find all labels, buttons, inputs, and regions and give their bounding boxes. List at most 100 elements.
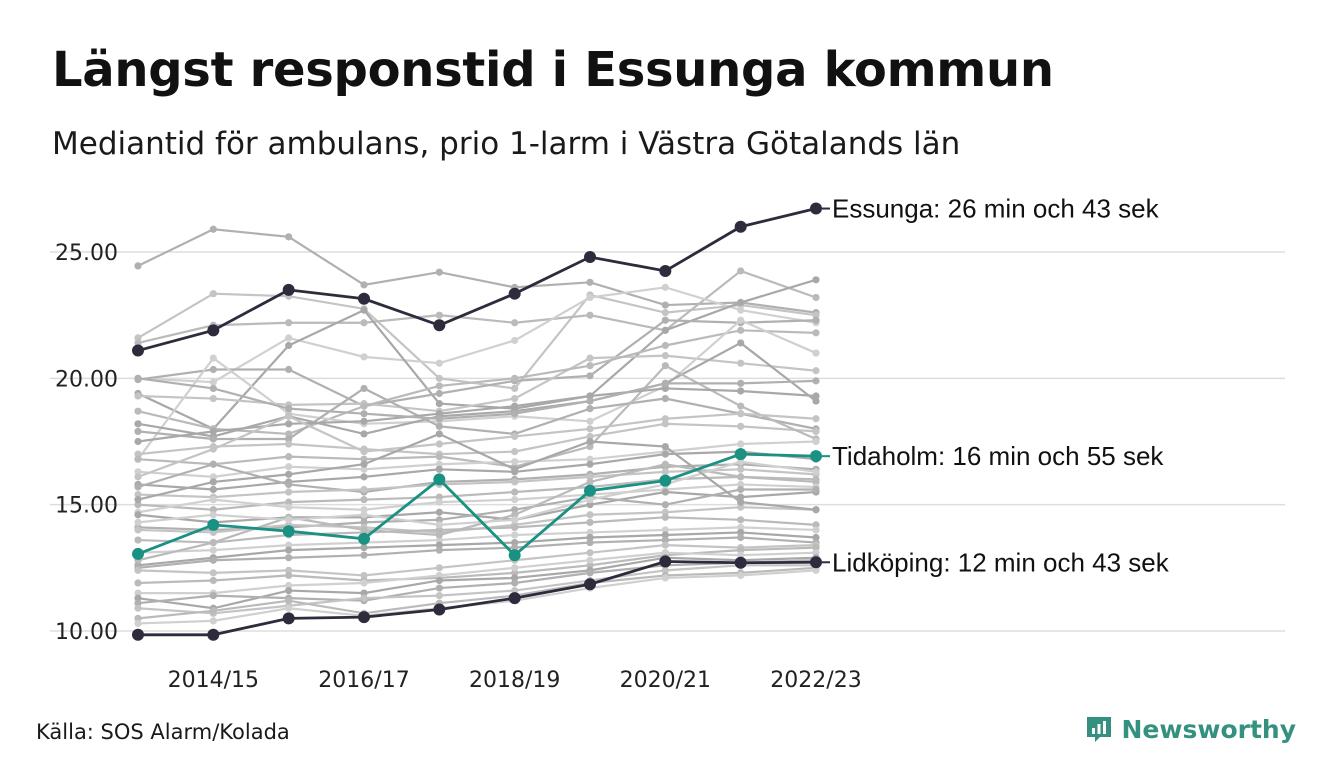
- other-series-point: [737, 402, 745, 410]
- other-series-point: [511, 432, 519, 441]
- other-series-point: [586, 392, 594, 400]
- other-series-point: [360, 526, 368, 534]
- other-series-point: [209, 556, 217, 564]
- other-series-point: [812, 526, 820, 534]
- other-series-point: [134, 604, 142, 612]
- other-series-point: [586, 432, 594, 441]
- other-series-point: [134, 334, 142, 342]
- other-series-point: [435, 359, 443, 367]
- x-tick-label: 2014/15: [168, 668, 259, 693]
- other-series-point: [661, 362, 669, 370]
- highlight-series-point: [584, 484, 596, 497]
- other-series-point: [737, 316, 745, 324]
- other-series-point: [435, 546, 443, 554]
- other-series-point: [285, 597, 293, 605]
- other-series-layer: [134, 225, 820, 628]
- other-series-point: [586, 561, 594, 569]
- other-series-point: [435, 268, 443, 276]
- other-series-point: [285, 586, 293, 595]
- other-series-point: [435, 498, 443, 506]
- highlight-series-point: [584, 251, 596, 264]
- grid-layer: [50, 251, 1285, 632]
- other-series-point: [586, 425, 594, 433]
- other-series-point: [737, 298, 745, 307]
- other-series-point: [737, 498, 745, 506]
- other-series-point: [812, 367, 820, 375]
- other-series-line: [137, 228, 817, 314]
- y-tick-label: 10.00: [55, 620, 118, 645]
- other-series-point: [134, 483, 142, 491]
- other-series-point: [134, 501, 142, 509]
- other-series-point: [134, 496, 142, 504]
- other-series-line: [137, 319, 817, 408]
- other-series-point: [360, 473, 368, 481]
- other-series-point: [435, 516, 443, 524]
- other-series-point: [134, 594, 142, 602]
- other-series-point: [737, 493, 745, 501]
- other-series-point: [511, 478, 519, 486]
- other-series-line: [137, 559, 817, 605]
- other-series-line: [137, 543, 817, 577]
- other-series-point: [435, 422, 443, 430]
- other-series-point: [511, 531, 519, 539]
- other-series-point: [209, 435, 217, 443]
- other-series-point: [435, 430, 443, 438]
- other-series-point: [209, 485, 217, 494]
- series-end-label: Tidaholm: 16 min och 55 sek: [832, 441, 1164, 471]
- other-series-point: [360, 448, 368, 456]
- other-series-point: [511, 579, 519, 587]
- other-series-point: [285, 412, 293, 420]
- other-series-point: [285, 233, 293, 241]
- other-series-point: [134, 589, 142, 597]
- other-series-point: [209, 290, 217, 298]
- other-series-point: [511, 394, 519, 403]
- other-series-point: [360, 571, 368, 580]
- other-series-point: [285, 546, 293, 554]
- other-series-point: [360, 281, 368, 289]
- other-series-point: [586, 362, 594, 370]
- other-series-point: [812, 566, 820, 574]
- other-series-line: [137, 516, 817, 544]
- other-series-point: [737, 551, 745, 559]
- other-series-point: [737, 516, 745, 524]
- highlight-series-point: [508, 287, 521, 300]
- other-series-point: [586, 478, 594, 486]
- other-series-point: [737, 528, 745, 537]
- other-series-point: [737, 485, 745, 494]
- highlight-series-point: [207, 324, 220, 337]
- highlight-series-point: [132, 547, 144, 560]
- other-series-line: [137, 475, 817, 511]
- other-series-point: [134, 619, 142, 628]
- other-series-point: [285, 516, 293, 524]
- other-series-point: [812, 521, 820, 529]
- other-series-point: [661, 574, 669, 582]
- other-series-point: [360, 544, 368, 552]
- other-series-point: [661, 460, 669, 468]
- other-series-point: [586, 278, 594, 286]
- other-series-point: [511, 516, 519, 524]
- other-series-point: [134, 468, 142, 476]
- other-series-point: [661, 488, 669, 496]
- other-series-point: [511, 410, 519, 418]
- other-series-point: [737, 410, 745, 418]
- other-series-point: [435, 576, 443, 585]
- other-series-line: [137, 364, 817, 468]
- other-series-point: [209, 607, 217, 615]
- other-series-point: [661, 301, 669, 309]
- other-series-point: [285, 541, 293, 549]
- other-series-point: [134, 518, 142, 526]
- series-end-label: Essunga: 26 min och 43 sek: [832, 194, 1160, 224]
- other-series-point: [209, 225, 217, 233]
- other-series-point: [435, 453, 443, 461]
- other-series-point: [812, 549, 820, 557]
- other-series-point: [586, 293, 594, 302]
- other-series-point: [586, 528, 594, 537]
- other-series-point: [737, 503, 745, 511]
- other-series-point: [661, 536, 669, 544]
- other-series-point: [737, 480, 745, 489]
- other-series-point: [435, 493, 443, 501]
- highlight-series-line: [137, 452, 817, 558]
- x-tick-label: 2018/19: [469, 668, 560, 693]
- other-series-point: [586, 511, 594, 519]
